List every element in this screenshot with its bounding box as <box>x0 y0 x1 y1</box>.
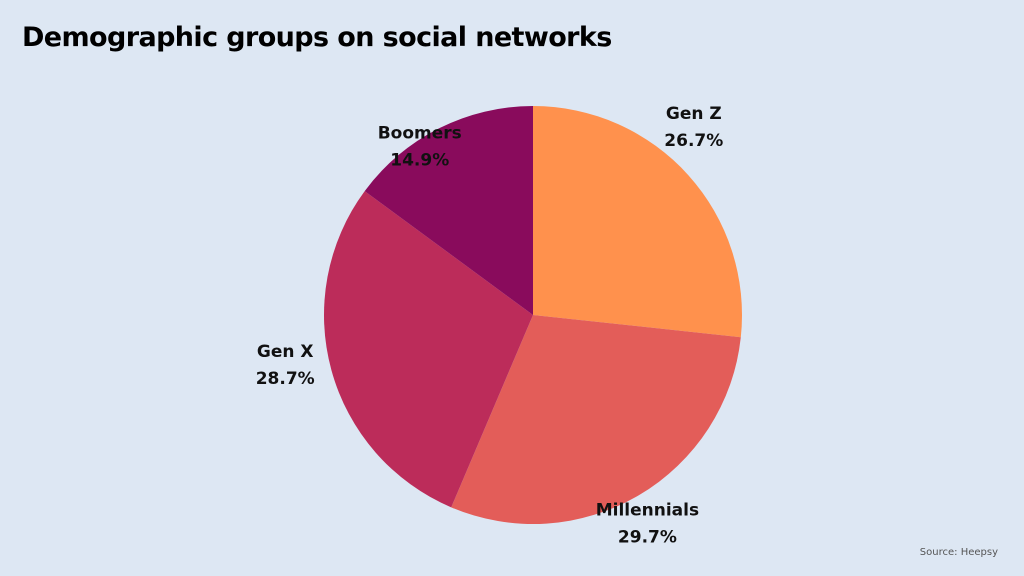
slice-label-value: 26.7% <box>664 131 723 151</box>
source-note: Source: Heepsy <box>919 547 998 558</box>
pie-slice-boomers <box>364 106 533 315</box>
slice-label-name: Boomers <box>378 124 462 144</box>
chart-title: Demographic groups on social networks <box>22 22 612 53</box>
slice-label-value: 28.7% <box>256 369 315 389</box>
pie-slices <box>324 106 742 524</box>
slice-label-value: 14.9% <box>390 151 449 171</box>
slice-label-value: 29.7% <box>618 527 677 547</box>
slice-label-name: Gen X <box>257 342 314 362</box>
pie-labels: Gen Z 26.7% Millennials 29.7% Gen X 28.7% Boom… <box>256 104 724 547</box>
pie-slice-gen-z <box>533 106 742 338</box>
slice-label-name: Gen Z <box>666 104 722 124</box>
pie-slice-millennials <box>451 315 741 524</box>
slice-label-name: Millennials <box>596 500 699 520</box>
pie-slice-gen-x <box>324 191 533 508</box>
